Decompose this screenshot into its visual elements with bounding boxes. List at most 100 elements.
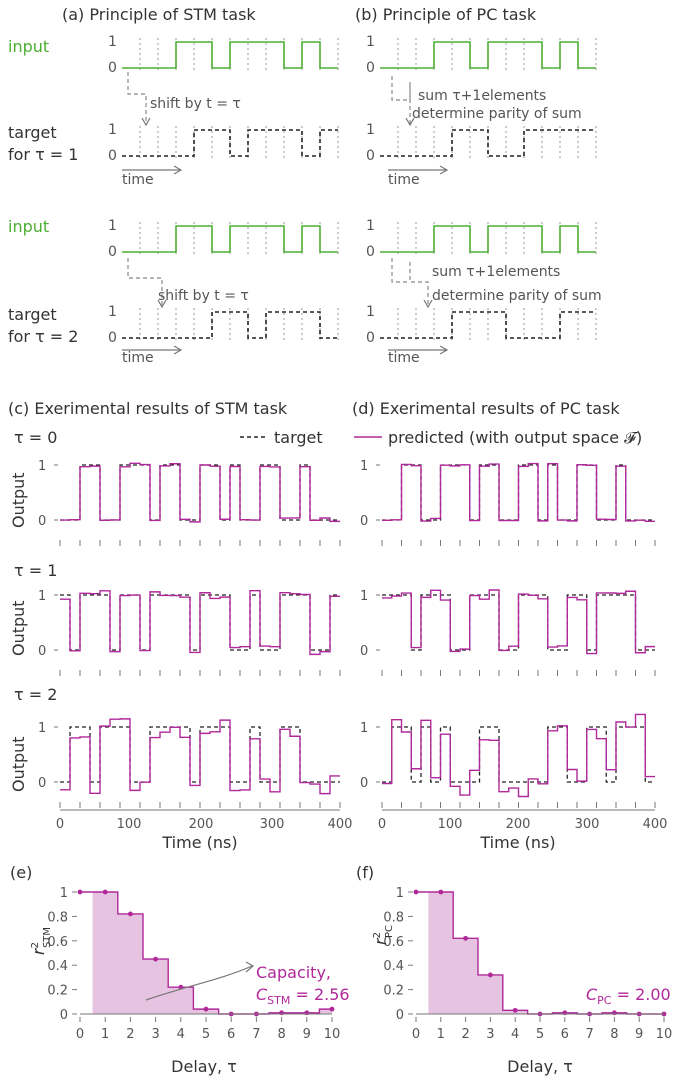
legend-predicted-label: predicted (with output space 𝓕): [388, 428, 642, 447]
stm-capacity-area: [92, 892, 332, 1014]
stm-point-3: [153, 956, 159, 962]
stm-xtick-label: 7: [252, 1027, 260, 1042]
pc-xtick-label: 5: [536, 1027, 544, 1042]
stm-ytick-label: 0: [60, 1008, 68, 1023]
pc-ytick-label: 0.6: [383, 935, 404, 950]
time-tick-right-4: 400: [643, 817, 668, 832]
stm-target-1: 10: [108, 122, 339, 164]
stm-xtick-label: 0: [76, 1027, 84, 1042]
pc-point-1: [438, 889, 444, 895]
pc-row-2-predicted-series: [382, 713, 655, 798]
pc-ytick-label: 0: [396, 1008, 404, 1023]
pc-target-1-signal: [380, 129, 596, 157]
pc-row-1-ylabel-1: 1: [360, 589, 368, 604]
pc-input-1-one: 1: [366, 34, 375, 50]
pc-input-1-signal: [380, 41, 596, 69]
stm-target-1-zero: 0: [108, 148, 117, 164]
ylabel-row-0: Output: [9, 472, 28, 528]
pc-xtick-label: 10: [656, 1027, 673, 1042]
pc-point-3: [488, 972, 493, 978]
time-axis-left: 0 100 200 300 400 Time (ns): [56, 817, 353, 852]
time-arrow-head: [173, 165, 183, 175]
shift-text-2: shift by t = τ: [158, 288, 249, 304]
stm-xtick-label: 1: [101, 1027, 109, 1042]
time-tick-left-2: 200: [189, 817, 214, 832]
capacity-arrow: [145, 965, 253, 1001]
pc-capacity-area: [428, 892, 664, 1014]
stm-row-2: 10: [38, 718, 341, 808]
input-label-1: input: [8, 37, 49, 56]
stm-row-1-predicted-series: [60, 589, 340, 656]
stm-xtick-label: 8: [277, 1027, 285, 1042]
tau-label-0: τ = 0: [14, 428, 57, 447]
stm-step-line: [80, 891, 332, 1015]
time-tick-left-0: 0: [56, 817, 64, 832]
pc-xtick-label: 3: [486, 1027, 494, 1042]
pc-row-1-ylabel-0: 0: [360, 644, 368, 659]
stm-xtick-label: 10: [324, 1027, 341, 1042]
time-tick-right-0: 0: [378, 817, 386, 832]
pc-input-2-signal: [380, 225, 596, 253]
pc-point-2: [463, 935, 468, 941]
pc-point-4: [512, 1007, 518, 1013]
stm-target-2-zero: 0: [108, 330, 117, 346]
pc-target-1-one: 1: [366, 122, 375, 138]
tau-label-1: τ = 1: [14, 561, 57, 580]
pc-input-2-zero: 0: [366, 244, 375, 260]
stm-row-1-ylabel-1: 1: [38, 589, 46, 604]
stm-input-2: 10: [108, 218, 339, 260]
sum-text-1: sum τ+1elements: [418, 88, 546, 104]
panel-d-title: (d) Exerimental results of PC task: [352, 399, 620, 418]
stm-row-1-ylabel-0: 0: [38, 644, 46, 659]
capacity-annotation-1: Capacity,: [256, 963, 331, 982]
stm-row-1: 10: [38, 589, 341, 676]
stm-target-2: 10: [108, 304, 339, 346]
pc-xtick-label: 7: [585, 1027, 593, 1042]
pc-target-2-one: 1: [366, 304, 375, 320]
stm-target-1-one: 1: [108, 122, 117, 138]
pc-row-2: 10: [360, 713, 656, 808]
pc-xtick-label: 8: [610, 1027, 618, 1042]
time-tick-left-4: 400: [328, 817, 353, 832]
time-tick-right-1: 100: [438, 817, 463, 832]
time-tick-left-3: 300: [260, 817, 285, 832]
stm-ytick-label: 0.4: [47, 959, 68, 974]
parity-text-1: determine parity of sum: [412, 106, 582, 122]
pc-row-0: 10: [360, 459, 656, 546]
time-arrow-head: [439, 345, 449, 355]
capacity-annotation-2: CSTM = 2.56: [256, 985, 350, 1007]
pc-xtick-label: 4: [511, 1027, 519, 1042]
stm-xtick-label: 5: [202, 1027, 210, 1042]
pc-ytick-label: 0.8: [383, 910, 404, 925]
time-arrow-head: [439, 165, 449, 175]
time-tick-right-3: 300: [575, 817, 600, 832]
stm-row-0-ylabel-1: 1: [38, 459, 46, 474]
stm-ytick-label: 1: [60, 886, 68, 901]
time-label-b1: time: [388, 172, 420, 188]
stm-input-1-zero: 0: [108, 60, 117, 76]
capacity-chart-pc: 00.20.40.60.810 1 2 3 4 5 6 7 8 9 10: [383, 886, 672, 1042]
shift-arrow-1: [127, 72, 147, 124]
time-tick-left-1: 100: [117, 817, 142, 832]
time-label-a1: time: [122, 172, 154, 188]
sum-arrow-2-head: [423, 299, 433, 309]
pc-input-2-one: 1: [366, 218, 375, 234]
capacity-chart-stm: 00.20.40.60.810 1 2 3 4 5 6 7 8 9 10: [47, 886, 340, 1042]
time-xlabel-right: Time (ns): [479, 833, 555, 852]
stm-input-2-one: 1: [108, 218, 117, 234]
stm-xtick-label: 6: [227, 1027, 235, 1042]
legend-target-label: target: [274, 428, 323, 447]
pc-target-1-zero: 0: [366, 148, 375, 164]
pc-row-0-predicted-series: [382, 462, 655, 523]
pc-row-0-ylabel-1: 1: [360, 459, 368, 474]
stm-row-2-ylabel-0: 0: [38, 776, 46, 791]
stm-point-10: [329, 1006, 335, 1012]
pc-xtick-label: 2: [461, 1027, 469, 1042]
panel-e-label: (e): [10, 863, 32, 882]
stm-point-0: [77, 889, 83, 895]
stm-point-1: [102, 889, 108, 895]
ylabel-f: r2PC: [371, 925, 395, 945]
